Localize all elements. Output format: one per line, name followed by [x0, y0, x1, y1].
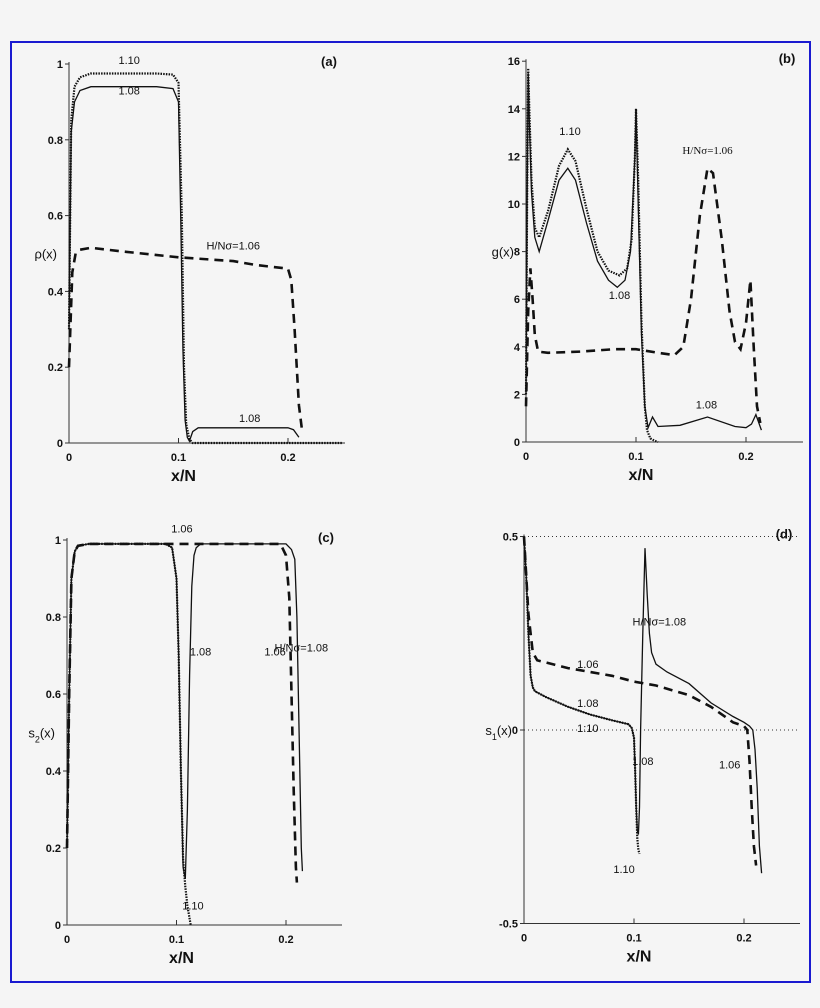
x-tick-label: 0.1 [626, 933, 641, 945]
y-tick-label: 0 [55, 920, 61, 932]
y-axis-title: s2(x) [28, 726, 55, 745]
curve-annotation: 1.06 [264, 647, 285, 659]
curve-annotation: 1.08 [190, 647, 211, 659]
y-tick-label: 1 [57, 59, 63, 71]
curve-annotation: 1.10 [182, 901, 203, 913]
x-tick-label: 0.2 [738, 451, 753, 463]
y-tick-label: 4 [514, 342, 521, 354]
curve-annotation: H/Nσ=1.06 [206, 241, 260, 253]
series-1-06-line [67, 246, 304, 432]
y-tick-label: 0 [514, 437, 520, 449]
x-axis-title: x/N [171, 468, 196, 485]
y-tick-label: 0.4 [48, 286, 64, 298]
series-1-10-line [524, 68, 659, 444]
curve-annotation: 1.06 [171, 523, 192, 535]
x-tick-label: 0 [64, 934, 70, 946]
y-tick-label: 0.8 [48, 135, 63, 147]
series-1-10-line [65, 542, 192, 926]
x-axis-title: x/N [169, 950, 194, 967]
curve-annotation: 1.08 [577, 698, 598, 710]
y-tick-label: 2 [514, 389, 520, 401]
y-tick-label: 10 [508, 199, 520, 211]
panel-b-g-plot: 0 0.1 0.2 0 2 4 6 8 10 12 14 16 x/N g(x) (b) 1.10 1.08 H/… [492, 51, 803, 484]
y-tick-label: 0.5 [503, 532, 518, 544]
x-tick-label: 0.1 [628, 451, 643, 463]
curve-annotation: 1.08 [632, 756, 653, 768]
y-tick-label: 0.6 [46, 689, 61, 701]
x-tick-label: 0.2 [280, 452, 295, 464]
y-axis-title: ρ(x) [34, 247, 57, 262]
y-tick-label: -0.5 [499, 919, 518, 931]
y-tick-label: 14 [508, 104, 521, 116]
x-axis-title: x/N [629, 467, 654, 484]
y-tick-label: 0.6 [48, 211, 63, 223]
panel-a-density-plot: 0 0.1 0.2 0 0.2 0.4 0.6 0.8 1 x/N ρ(x) (a) 1.10 1.08 H… [34, 54, 345, 485]
x-tick-label: 0.2 [736, 933, 751, 945]
panel-label: (a) [321, 54, 337, 69]
y-tick-label: 0.2 [48, 362, 63, 374]
series-1-08-line [523, 536, 763, 874]
curve-annotation: 1.08 [696, 400, 717, 412]
curve-annotation: 1.06 [719, 760, 740, 772]
curve-annotation: H/Nσ=1.06 [682, 145, 733, 157]
curve-annotation: 1.06 [577, 659, 598, 671]
series-1-08-line [525, 73, 763, 431]
y-tick-label: 0 [57, 438, 63, 450]
series-1-06-line [522, 536, 758, 866]
y-axis-title: s1(x) [485, 723, 512, 742]
series-1-10-line [67, 72, 343, 445]
panel-c-s2-plot: 0 0.1 0.2 0 0.2 0.4 0.6 0.8 1 x/N s2(x) (c) 1.06 1.08… [28, 523, 342, 967]
series-1-08-line [66, 543, 304, 879]
curve-annotation: 1.10 [559, 126, 580, 138]
y-tick-label: 0 [512, 725, 518, 737]
series-1-06-line [524, 165, 762, 424]
y-tick-label: 6 [514, 294, 520, 306]
curve-annotation: 1:10 [577, 723, 598, 735]
x-tick-label: 0 [521, 933, 527, 945]
curve-annotation: 1.08 [119, 85, 140, 97]
figure-border [10, 41, 811, 983]
y-tick-label: 0.4 [46, 766, 62, 778]
y-tick-label: 0.2 [46, 843, 61, 855]
y-axis-title: g(x) [492, 245, 514, 260]
y-tick-label: 8 [514, 247, 520, 259]
curve-annotation: H/Nσ=1.08 [633, 617, 687, 629]
panel-label: (b) [779, 51, 796, 66]
curve-annotation: H/Nσ=1.08 [275, 643, 329, 655]
y-tick-label: 16 [508, 56, 520, 68]
x-tick-label: 0.2 [278, 934, 293, 946]
panel-d-s1-plot: 0 0.1 0.2-0.500.5x/Ns1(x)(d)1.061.081:10H/… [485, 527, 800, 966]
curve-annotation: 1.10 [119, 55, 140, 67]
series-1-06-line [65, 542, 299, 883]
panel-label: (c) [318, 530, 334, 545]
y-tick-label: 0.8 [46, 612, 61, 624]
x-tick-label: 0 [66, 452, 72, 464]
y-tick-label: 1 [55, 535, 61, 547]
panel-label: (d) [776, 527, 793, 542]
x-tick-label: 0 [523, 451, 529, 463]
curve-annotation: 1.08 [609, 290, 630, 302]
curve-annotation: 1.08 [239, 413, 260, 425]
x-axis-title: x/N [627, 949, 652, 966]
x-tick-label: 0.1 [171, 452, 186, 464]
series-1-08-line [68, 86, 300, 443]
y-tick-label: 12 [508, 151, 520, 163]
curve-annotation: 1.10 [613, 864, 634, 876]
x-tick-label: 0.1 [169, 934, 184, 946]
